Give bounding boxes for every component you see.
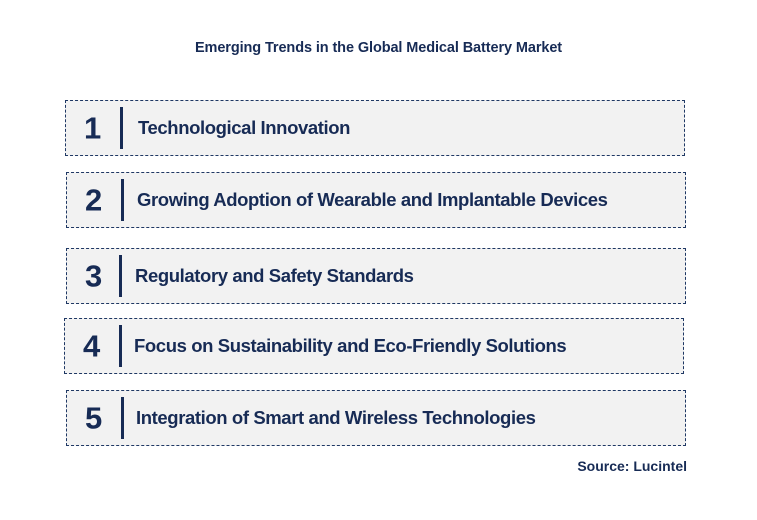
trend-box-4: 4 Focus on Sustainability and Eco-Friend…	[64, 318, 684, 374]
trend-divider	[121, 397, 124, 439]
trend-number: 1	[84, 110, 102, 146]
trend-label: Focus on Sustainability and Eco-Friendly…	[134, 335, 567, 356]
trend-number: 3	[85, 258, 103, 294]
trend-divider	[119, 255, 122, 297]
trend-label: Integration of Smart and Wireless Techno…	[136, 407, 536, 428]
trend-label: Growing Adoption of Wearable and Implant…	[137, 189, 608, 210]
trend-number: 4	[83, 328, 101, 364]
source-credit: Source: Lucintel	[577, 458, 687, 474]
trend-box-1: 1 Technological Innovation	[65, 100, 685, 156]
trend-number: 2	[85, 182, 103, 218]
trend-box-5: 5 Integration of Smart and Wireless Tech…	[66, 390, 686, 446]
trend-label: Technological Innovation	[138, 117, 351, 138]
trend-box-2: 2 Growing Adoption of Wearable and Impla…	[66, 172, 686, 228]
trend-label: Regulatory and Safety Standards	[135, 265, 414, 286]
trend-divider	[121, 179, 124, 221]
trend-box-3: 3 Regulatory and Safety Standards	[66, 248, 686, 304]
trend-divider	[120, 107, 123, 149]
trend-number: 5	[85, 400, 103, 436]
trend-divider	[119, 325, 122, 367]
diagram-title: Emerging Trends in the Global Medical Ba…	[194, 40, 563, 56]
